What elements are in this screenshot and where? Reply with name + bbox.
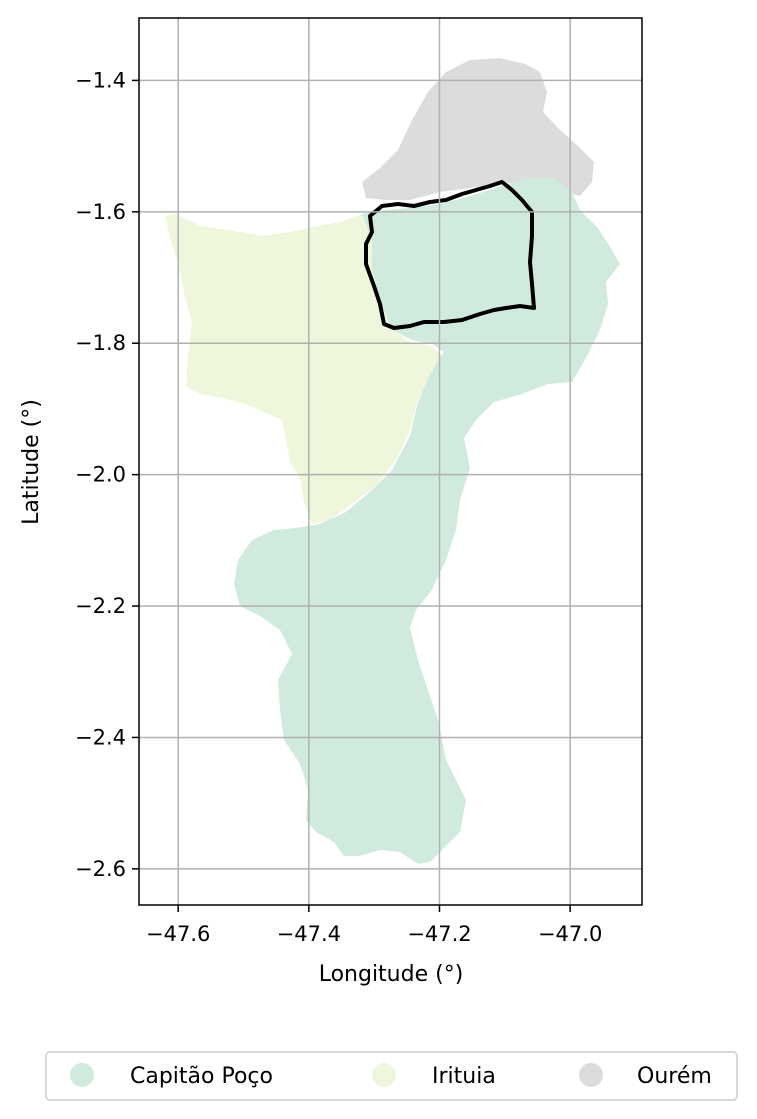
- y-tick-label-0: −1.4: [75, 68, 126, 92]
- region-ourem: [362, 58, 594, 200]
- y-axis-label: Latitude (°): [19, 399, 44, 525]
- study-area-outline: [364, 180, 536, 330]
- y-tick-label-6: −2.6: [75, 857, 126, 881]
- legend-marker-capitao-poco: [70, 1063, 94, 1087]
- y-tick-label-5: −2.4: [75, 725, 126, 749]
- y-tick-label-3: −2.0: [75, 463, 126, 487]
- legend-label-capitao-poco: Capitão Poço: [130, 1064, 273, 1089]
- axis-ticks: −47.6 −47.4 −47.2 −47.0 −1.4 −1.6 −1.8 −2.0 −2.2…: [75, 68, 602, 946]
- plot-frame: [138, 17, 643, 906]
- x-tick-label-0: −47.6: [146, 922, 210, 946]
- regions-layer: [165, 58, 620, 864]
- x-axis-label: Longitude (°): [319, 962, 464, 987]
- legend: Capitão Poço Irituia Ourém: [45, 1051, 738, 1101]
- x-tick-label-3: −47.0: [538, 922, 602, 946]
- x-tick-label-2: −47.2: [407, 922, 471, 946]
- y-tick-label-2: −1.8: [75, 331, 126, 355]
- legend-marker-ourem: [579, 1063, 603, 1087]
- y-tick-label-4: −2.2: [75, 594, 126, 618]
- legend-label-irituia: Irituia: [432, 1064, 496, 1089]
- region-capitao-poco: [234, 178, 620, 864]
- legend-label-ourem: Ourém: [637, 1064, 712, 1089]
- legend-marker-irituia: [372, 1063, 396, 1087]
- y-tick-label-1: −1.6: [75, 200, 126, 224]
- grid-lines: [139, 18, 642, 905]
- x-tick-label-1: −47.4: [277, 922, 341, 946]
